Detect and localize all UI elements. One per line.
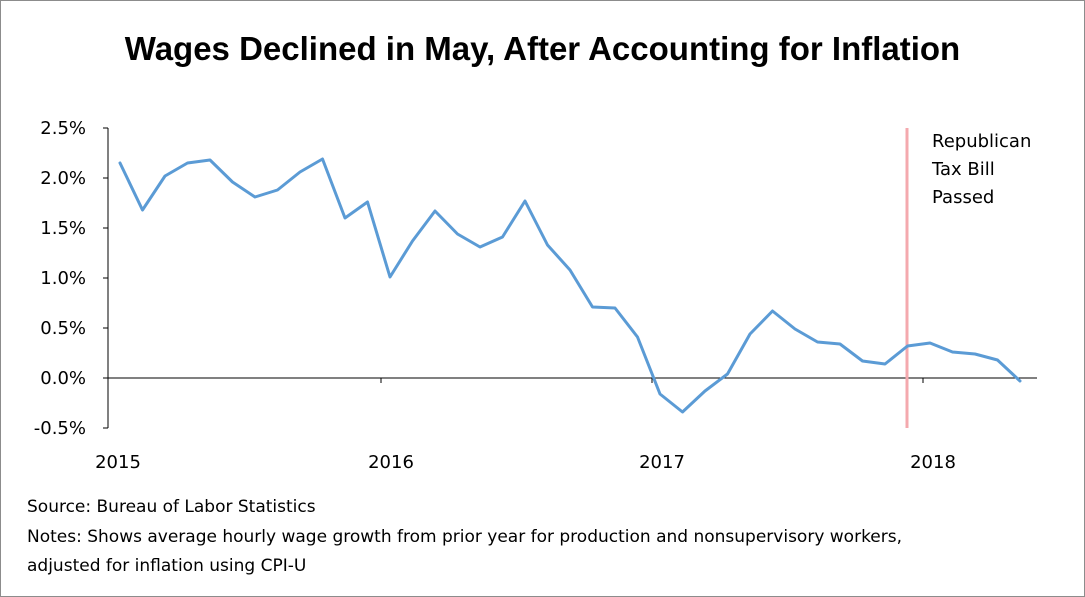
x-tick-label: 2018: [910, 452, 956, 473]
notes-line-1: Notes: Shows average hourly wage growth …: [27, 527, 903, 547]
y-tick-label: 0.0%: [40, 368, 86, 389]
real-wage-growth-line: [118, 157, 1022, 414]
x-tick-label: 2015: [95, 452, 141, 473]
x-tick-label: 2016: [368, 452, 414, 473]
tax-bill-annotation-line: Republican: [932, 131, 1031, 152]
notes-line-2: adjusted for inflation using CPI-U: [27, 556, 307, 576]
y-tick-label: 2.5%: [40, 118, 86, 139]
tax-bill-annotation-line: Tax Bill: [931, 159, 995, 180]
y-tick-label: 2.0%: [40, 168, 86, 189]
tax-bill-annotation-line: Passed: [932, 187, 994, 208]
y-tick-label: 1.5%: [40, 218, 86, 239]
chart-title: Wages Declined in May, After Accounting …: [124, 30, 961, 67]
x-tick-label: 2017: [639, 452, 685, 473]
y-tick-label: 1.0%: [40, 268, 86, 289]
y-tick-label: -0.5%: [34, 418, 86, 439]
y-tick-label: 0.5%: [40, 318, 86, 339]
source-note: Source: Bureau of Labor Statistics: [27, 497, 316, 517]
